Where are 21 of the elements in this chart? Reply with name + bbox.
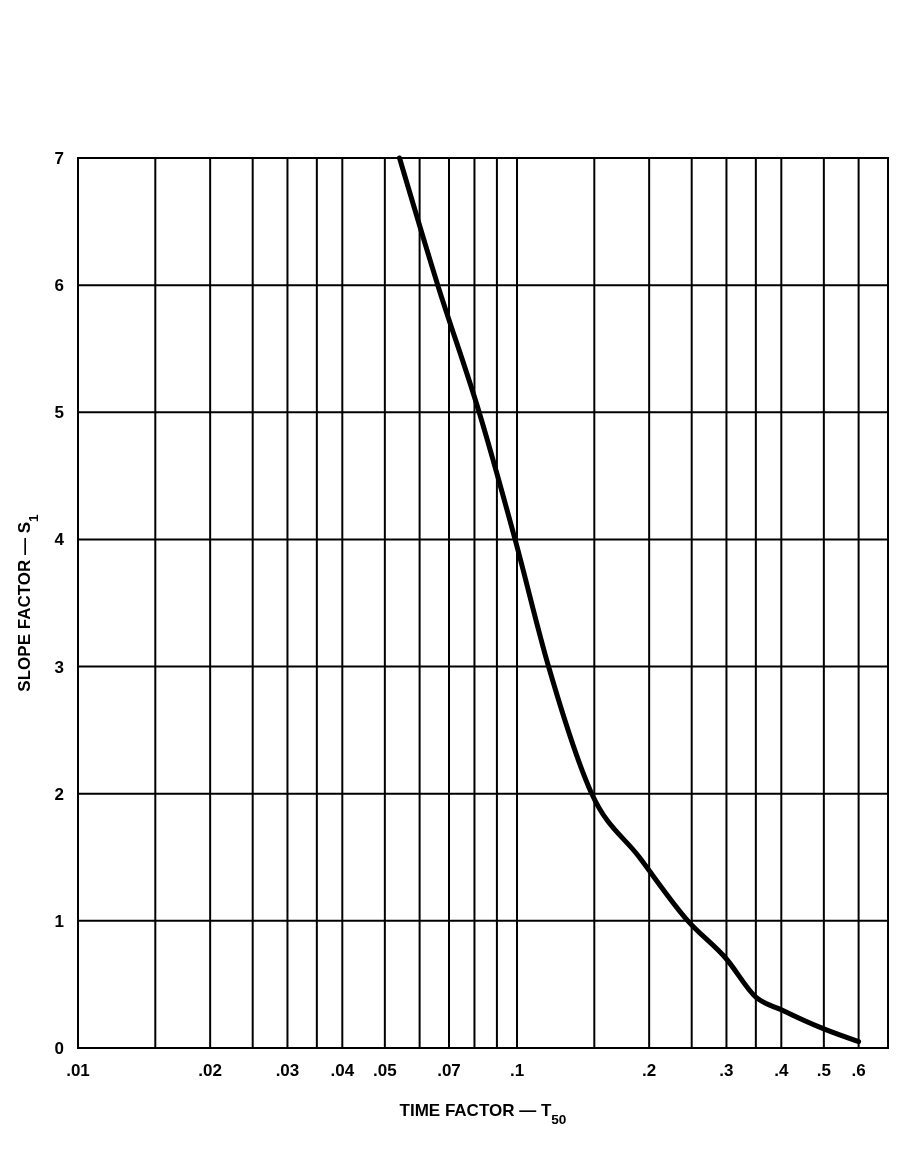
y-tick-label: 5: [54, 403, 64, 423]
x-tick-label: .04: [330, 1061, 355, 1080]
x-axis-title: TIME FACTOR — T$_{50}$: [399, 1101, 567, 1127]
x-tick-label: .4: [774, 1061, 789, 1080]
y-tick-label: 7: [54, 149, 64, 168]
x-tick-label: .05: [373, 1061, 397, 1080]
x-tick-label: .07: [437, 1061, 461, 1080]
y-tick-label: 1: [54, 911, 64, 931]
y-tick-label: 0: [54, 1039, 64, 1058]
y-tick-label: 3: [54, 657, 64, 677]
x-tick-label: .1: [509, 1061, 525, 1080]
y-tick-label: 6: [54, 276, 64, 296]
x-tick-label: .03: [275, 1061, 300, 1080]
y-tick-label: 2: [54, 784, 64, 804]
x-tick-label: .01: [66, 1061, 90, 1080]
x-tick-label: .2: [642, 1061, 657, 1080]
x-tick-label: .02: [198, 1061, 222, 1080]
x-tick-label: .3: [719, 1061, 734, 1080]
x-tick-label: .5: [816, 1061, 831, 1080]
y-tick-label: 4: [54, 530, 65, 550]
x-tick-label: .6: [851, 1061, 866, 1080]
